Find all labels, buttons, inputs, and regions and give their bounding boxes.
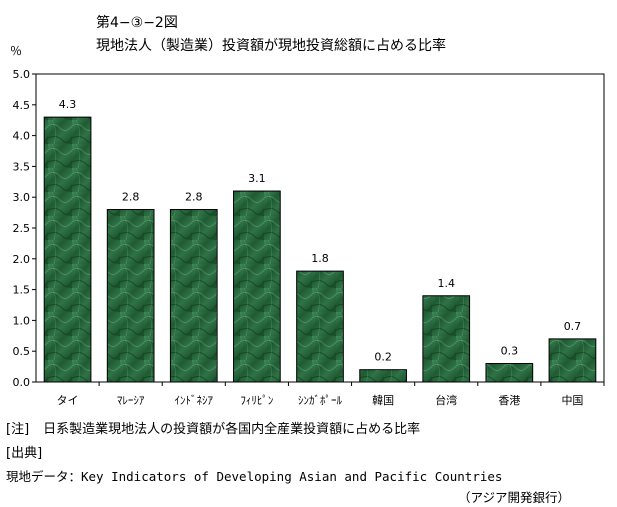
- x-tick-label: ｲﾝﾄﾞﾈｼｱ: [175, 394, 214, 407]
- x-tick-label: 韓国: [372, 394, 394, 407]
- data-label: 1.8: [311, 252, 329, 265]
- source-label: [出典]: [6, 446, 43, 461]
- data-label: 2.8: [185, 191, 203, 204]
- x-tick-label: ﾌｨﾘﾋﾟﾝ: [240, 394, 273, 407]
- chart-title: 現地法人（製造業）投資額が現地投資総額に占める比率: [96, 38, 446, 54]
- data-label: 1.4: [437, 277, 455, 290]
- y-tick-label: 3.5: [13, 160, 31, 173]
- x-tick-label: 香港: [498, 394, 520, 407]
- y-tick-label: 5.0: [13, 68, 31, 81]
- data-label: 0.3: [501, 345, 519, 358]
- y-tick-label: 2.0: [13, 253, 31, 266]
- data-label: 0.2: [374, 351, 392, 364]
- y-tick-label: 4.5: [13, 99, 31, 112]
- data-label: 2.8: [122, 191, 140, 204]
- bar-chart: 0.0 0.5 1.0 1.5 2.0 2.5 3.0 3.5 4.0 4.5 5.0 4.3 タイ 2…: [13, 68, 605, 407]
- chart-labels: 4.3 タイ 2.8 ﾏﾚｰｼｱ 2.8 ｲﾝﾄﾞﾈｼｱ 3.1 ﾌｨﾘﾋﾟﾝ 1.8 ｼﾝｶﾞﾎ…: [57, 98, 584, 407]
- bar: [43, 116, 92, 383]
- y-tick-label: 1.0: [13, 314, 31, 327]
- figure-number: 第4−③−2図: [96, 15, 178, 31]
- x-tick-label: ﾏﾚｰｼｱ: [117, 394, 145, 407]
- note-row: [注] 日系製造業現地法人の投資額が各国内全産業投資額に占める比率: [6, 418, 420, 437]
- y-tick-label: 0.5: [13, 345, 31, 358]
- bar: [296, 270, 344, 383]
- source-publisher: （アジア開発銀行）: [458, 490, 571, 505]
- y-axis-unit: ％: [10, 44, 23, 58]
- x-tick-label: タイ: [57, 394, 79, 407]
- bar: [169, 209, 218, 383]
- bar: [233, 190, 281, 383]
- x-tick-label: 中国: [561, 394, 583, 407]
- bar: [422, 295, 471, 383]
- y-tick-label: 3.0: [13, 191, 31, 204]
- note-text: 日系製造業現地法人の投資額が各国内全産業投資額に占める比率: [43, 422, 421, 437]
- y-tick-label: 1.5: [13, 284, 31, 297]
- bar: [548, 338, 597, 383]
- data-label: 4.3: [59, 98, 77, 111]
- y-tick-label: 4.0: [13, 130, 31, 143]
- data-label: 0.7: [564, 320, 582, 333]
- data-label: 3.1: [248, 172, 266, 185]
- x-tick-label: ｼﾝｶﾞﾎﾟｰﾙ: [298, 394, 342, 407]
- bar: [106, 209, 155, 383]
- note-label: [注]: [6, 422, 30, 437]
- y-tick-label: 0.0: [13, 376, 31, 389]
- bar: [485, 363, 534, 383]
- chart-axes: 0.0 0.5 1.0 1.5 2.0 2.5 3.0 3.5 4.0 4.5 5.0: [13, 68, 605, 389]
- chart-bars: [43, 116, 597, 383]
- source-text: 現地データ：Key Indicators of Developing Asian…: [6, 469, 503, 484]
- x-tick-label: 台湾: [435, 393, 457, 407]
- y-tick-label: 2.5: [13, 222, 31, 235]
- bar: [359, 369, 407, 383]
